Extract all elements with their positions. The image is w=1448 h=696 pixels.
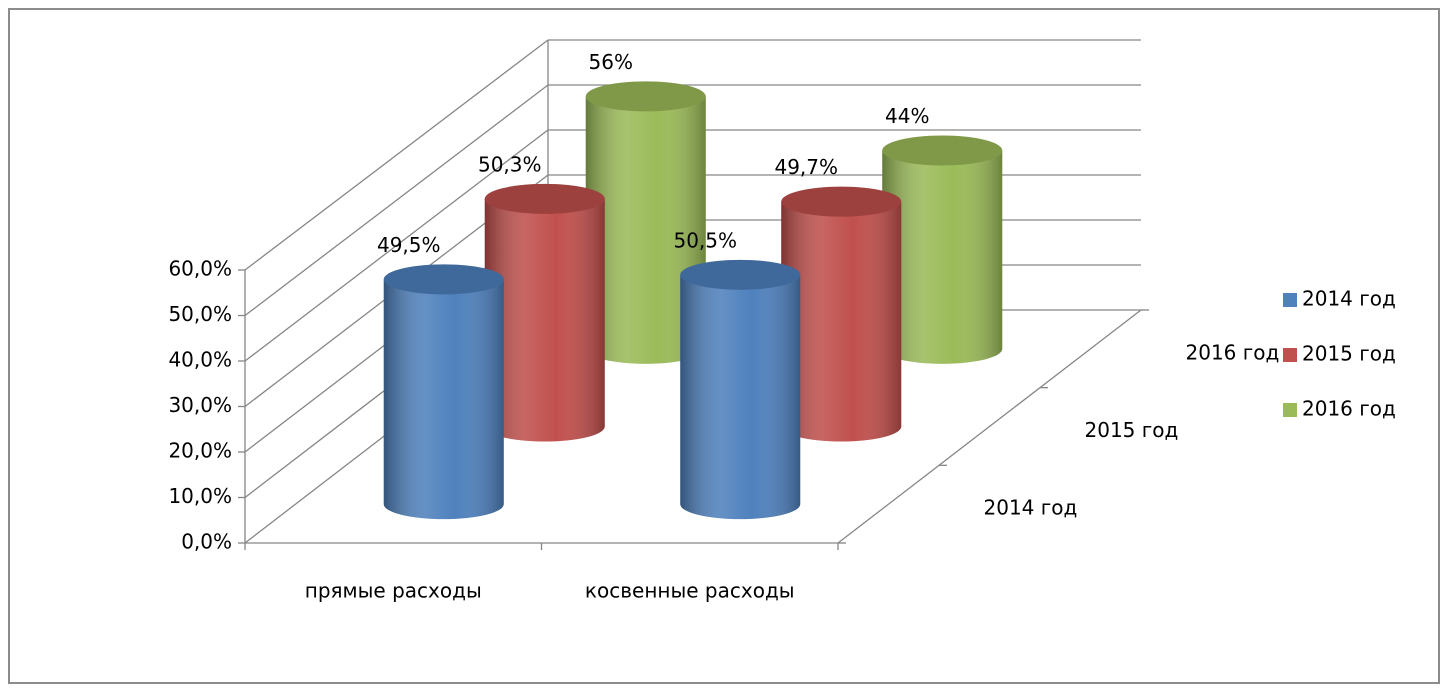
legend-swatch <box>1283 293 1297 307</box>
cylinder-top <box>383 264 504 295</box>
depth-label: 2014 год <box>984 496 1078 520</box>
grid-line <box>244 129 549 362</box>
value-label: 44% <box>885 104 929 128</box>
cylinder-top <box>585 81 706 112</box>
cylinder-top <box>484 183 605 214</box>
cylinder-top <box>882 135 1003 166</box>
value-label: 50,5% <box>673 228 737 252</box>
cylinder-shade <box>781 201 902 442</box>
depth-axis <box>837 309 1142 544</box>
cylinder-shade <box>882 150 1003 364</box>
cylinder-shade <box>585 96 706 364</box>
legend-label: 2014 год <box>1302 287 1396 311</box>
cylinder-top-shade <box>882 135 1003 166</box>
y-tick-label: 10,0% <box>168 484 232 508</box>
grid-line <box>244 39 549 271</box>
legend-swatch <box>1283 403 1297 417</box>
y-tick-label: 60,0% <box>168 257 232 281</box>
value-label: 49,5% <box>377 233 441 257</box>
y-tick-label: 0,0% <box>181 530 232 554</box>
y-tick-label: 40,0% <box>168 348 232 372</box>
cylinder-top <box>781 186 902 217</box>
value-label: 49,7% <box>774 155 838 179</box>
depth-label: 2016 год <box>1186 340 1280 364</box>
y-tick-label: 50,0% <box>168 302 232 326</box>
cylinder-top <box>680 259 801 290</box>
cylinder-shade <box>680 274 801 520</box>
cylinder-top-shade <box>680 259 801 290</box>
cylinder-shade <box>484 198 605 442</box>
grid-line <box>244 84 549 317</box>
cylinder-top-shade <box>781 186 902 217</box>
cylinder-shade <box>383 279 504 520</box>
legend-label: 2016 год <box>1302 397 1396 421</box>
depth-label: 2015 год <box>1085 418 1179 442</box>
value-label: 56% <box>589 50 633 74</box>
value-label: 50,3% <box>478 152 542 176</box>
cylinder-top-shade <box>585 81 706 112</box>
x-tick-label: косвенные расходы <box>585 579 795 603</box>
legend-swatch <box>1283 348 1297 362</box>
legend-label: 2015 год <box>1302 342 1396 366</box>
x-tick-label: прямые расходы <box>305 579 482 603</box>
cylinder-top-shade <box>484 183 605 214</box>
y-tick-label: 20,0% <box>168 439 232 463</box>
y-tick-label: 30,0% <box>168 393 232 417</box>
cylinder-top-shade <box>383 264 504 295</box>
